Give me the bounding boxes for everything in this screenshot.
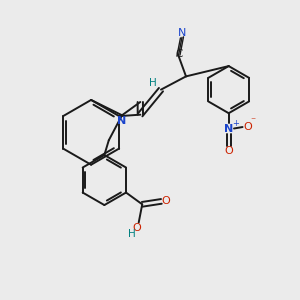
Text: N: N [178, 28, 186, 38]
Text: O: O [133, 223, 142, 233]
Text: H: H [149, 78, 157, 88]
Text: ⁻: ⁻ [250, 117, 256, 127]
Text: C: C [175, 49, 183, 59]
Text: +: + [232, 119, 238, 128]
Text: N: N [224, 124, 233, 134]
Text: O: O [224, 146, 233, 156]
Text: O: O [244, 122, 252, 132]
Text: H: H [128, 229, 136, 239]
Text: O: O [161, 196, 170, 206]
Text: N: N [117, 116, 127, 126]
